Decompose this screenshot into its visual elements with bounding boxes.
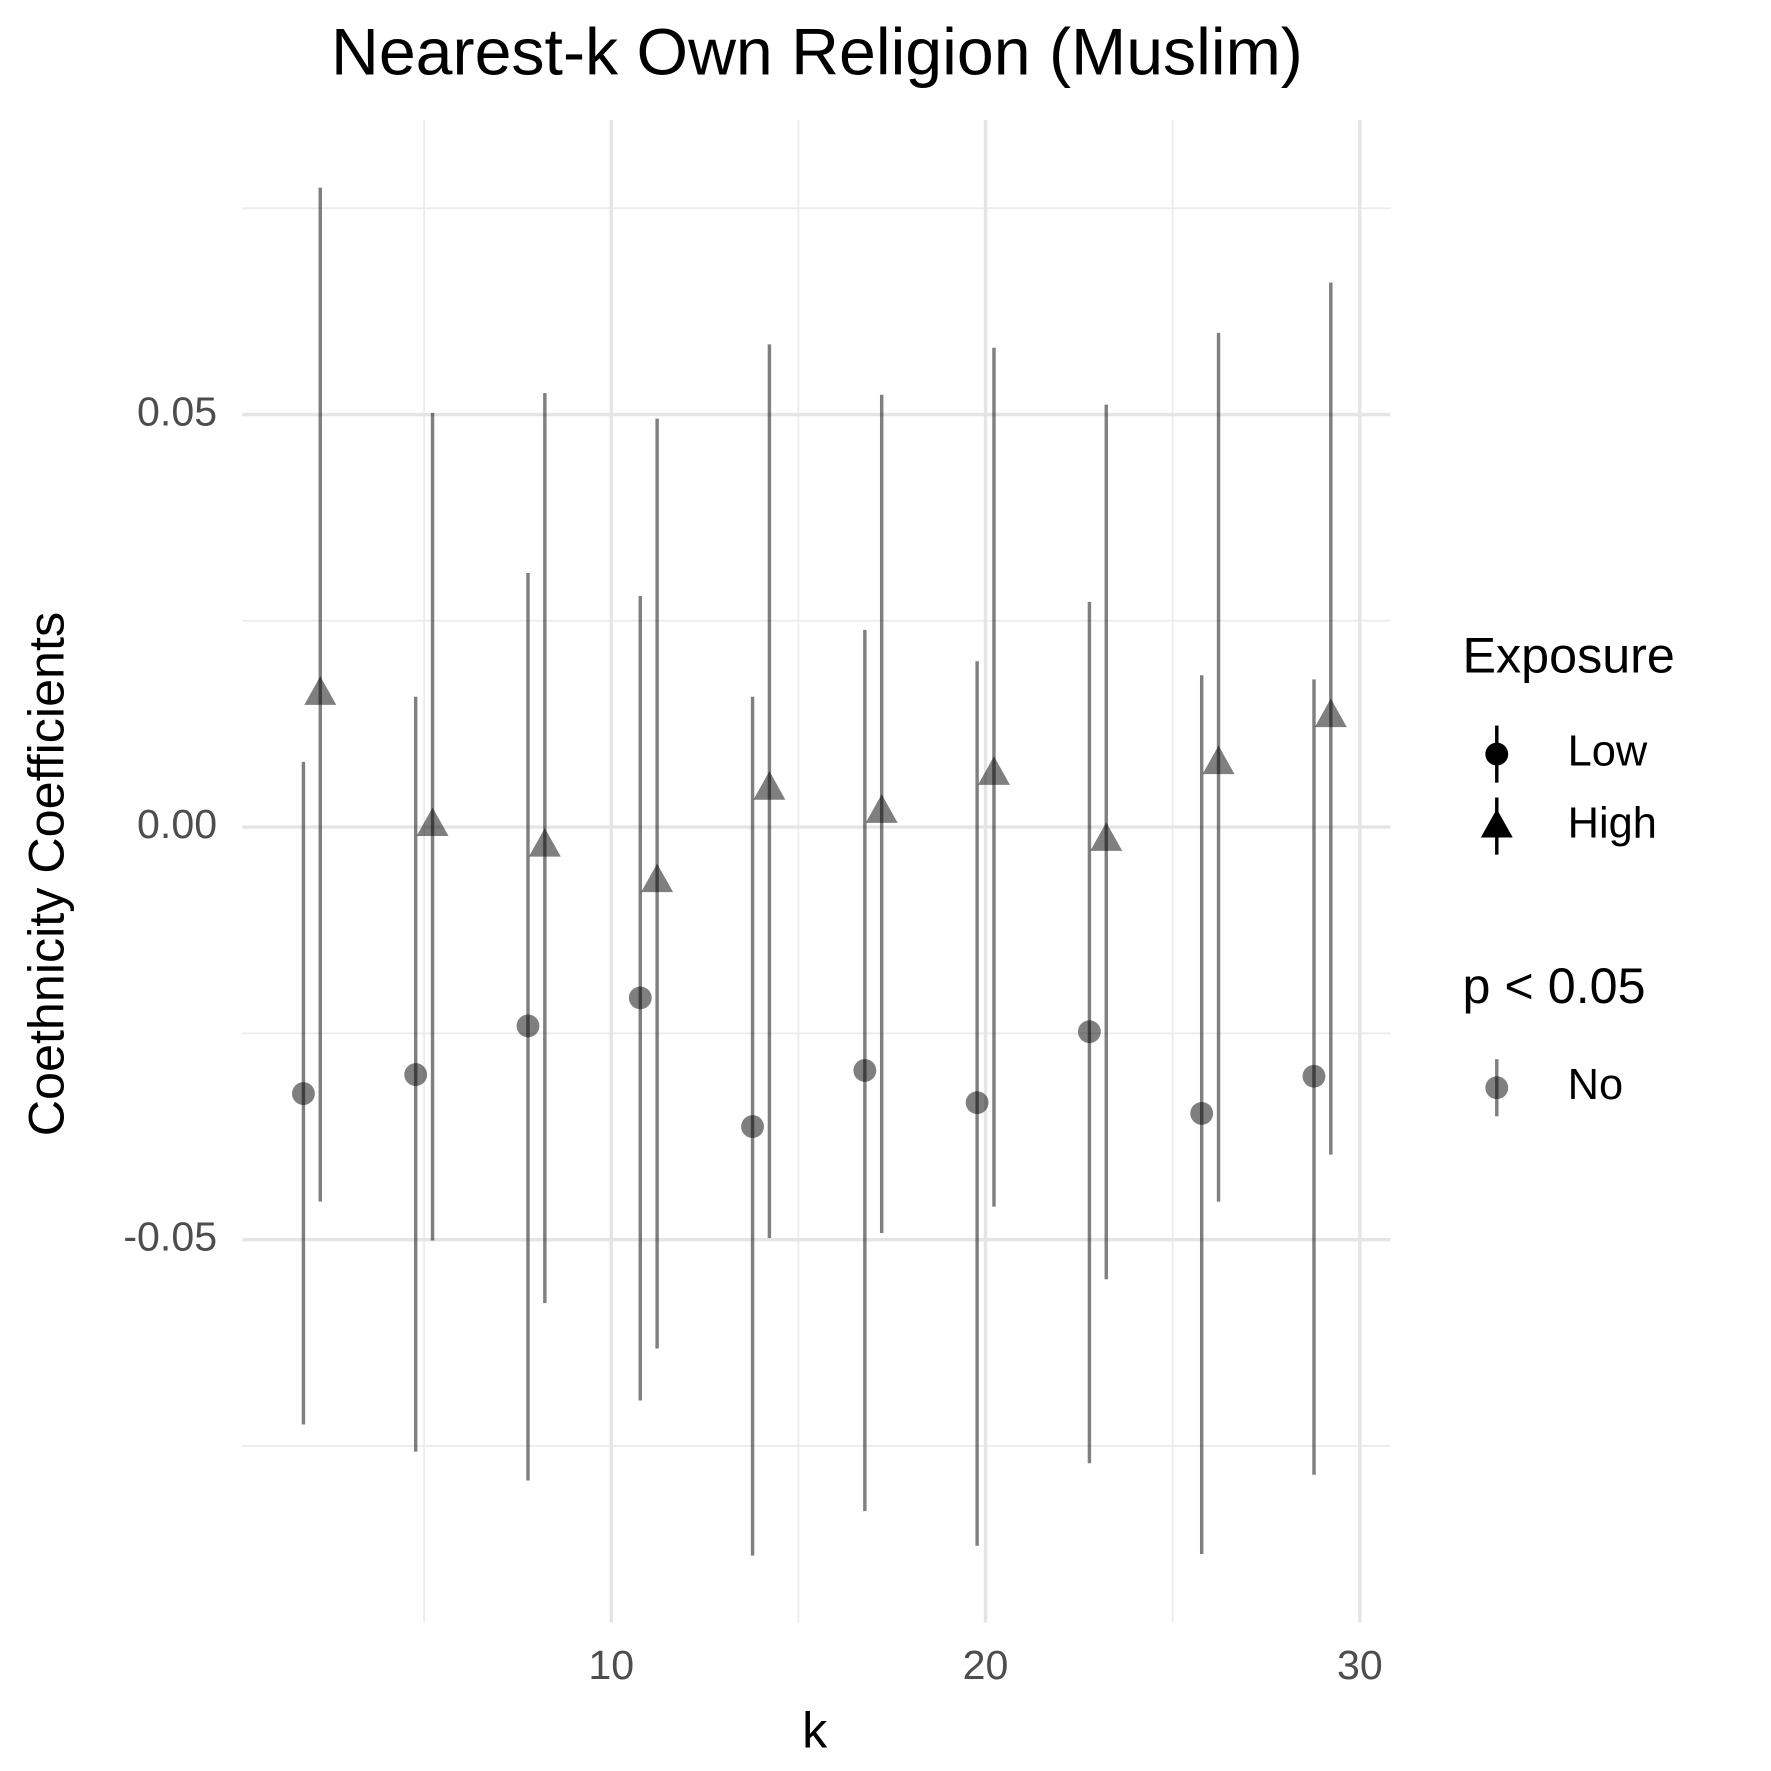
x-tick-label: 20 xyxy=(963,1642,1009,1688)
point xyxy=(1190,1101,1214,1125)
point xyxy=(641,863,674,893)
legend-label: Low xyxy=(1568,728,1648,776)
legend-label: No xyxy=(1568,1061,1624,1109)
x-tick-label: 10 xyxy=(588,1642,634,1688)
point xyxy=(528,828,561,857)
legend-label: High xyxy=(1568,800,1657,848)
legend-key xyxy=(1485,1076,1509,1100)
point xyxy=(977,756,1010,785)
point xyxy=(628,986,652,1010)
point xyxy=(404,1063,428,1087)
legend-title: Exposure xyxy=(1463,627,1675,684)
y-tick-label: 0.05 xyxy=(137,388,217,434)
point xyxy=(1202,745,1235,775)
y-tick-label: -0.05 xyxy=(123,1213,217,1259)
legend-key xyxy=(1485,742,1509,766)
legend-title: p < 0.05 xyxy=(1463,957,1646,1014)
point xyxy=(1077,1020,1101,1044)
point xyxy=(965,1091,989,1115)
point xyxy=(516,1014,540,1038)
x-tick-label: 30 xyxy=(1337,1642,1383,1688)
y-tick-label: 0.00 xyxy=(137,801,217,847)
point xyxy=(1090,822,1123,851)
y-axis-label: Coethnicity Coefficients xyxy=(18,612,75,1136)
point xyxy=(291,1082,315,1106)
point xyxy=(741,1115,764,1139)
point xyxy=(1302,1064,1326,1088)
point xyxy=(416,807,449,837)
point xyxy=(865,794,898,823)
legend-key xyxy=(1480,808,1513,838)
point xyxy=(1314,698,1347,728)
point xyxy=(304,676,337,705)
x-axis-label: k xyxy=(802,1702,828,1759)
chart-title: Nearest-k Own Religion (Muslim) xyxy=(331,16,1303,90)
point xyxy=(853,1059,877,1082)
point xyxy=(753,771,786,800)
